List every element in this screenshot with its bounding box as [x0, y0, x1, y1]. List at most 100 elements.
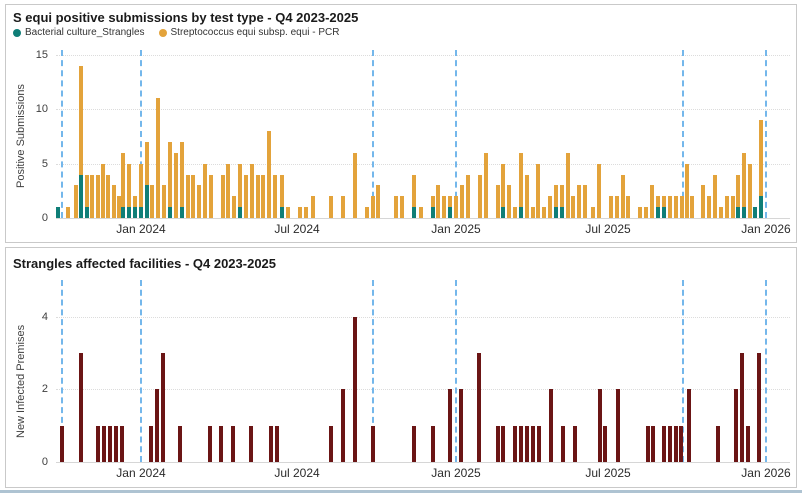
submission-bar[interactable] [267, 131, 271, 218]
premises-bar[interactable] [231, 425, 235, 462]
submission-bar[interactable] [701, 185, 705, 218]
premises-bar[interactable] [687, 389, 691, 462]
submission-bar[interactable] [656, 196, 660, 218]
submission-bar[interactable] [685, 163, 689, 218]
submission-bar[interactable] [554, 185, 558, 218]
submission-bar[interactable] [650, 185, 654, 218]
premises-bar[interactable] [573, 425, 577, 462]
submission-bar[interactable] [139, 163, 143, 218]
premises-bar[interactable] [249, 425, 253, 462]
submission-bar[interactable] [560, 185, 564, 218]
submission-bar[interactable] [571, 196, 575, 218]
premises-bar[interactable] [740, 353, 744, 462]
submission-bar[interactable] [725, 196, 729, 218]
submission-bar[interactable] [577, 185, 581, 218]
submission-bar[interactable] [419, 207, 423, 218]
submission-bar[interactable] [162, 185, 166, 218]
submission-bar[interactable] [626, 196, 630, 218]
premises-bar[interactable] [161, 353, 165, 462]
premises-bar[interactable] [646, 425, 650, 462]
premises-bar[interactable] [519, 425, 523, 462]
submission-bar[interactable] [674, 196, 678, 218]
submission-bar[interactable] [280, 174, 284, 218]
submission-bar[interactable] [232, 196, 236, 218]
submission-bar[interactable] [668, 196, 672, 218]
submission-bar[interactable] [261, 174, 265, 218]
submission-bar[interactable] [507, 185, 511, 218]
submission-bar[interactable] [597, 163, 601, 218]
premises-bar[interactable] [79, 353, 83, 462]
submission-bar[interactable] [736, 174, 740, 218]
submission-bar[interactable] [226, 163, 230, 218]
premises-bar[interactable] [757, 353, 761, 462]
submission-bar[interactable] [106, 174, 110, 218]
submission-bar[interactable] [466, 174, 470, 218]
submission-bar[interactable] [209, 174, 213, 218]
submission-bar[interactable] [690, 196, 694, 218]
submission-bar[interactable] [719, 207, 723, 218]
submission-bar[interactable] [371, 196, 375, 218]
premises-bar[interactable] [155, 389, 159, 462]
submission-bar[interactable] [186, 174, 190, 218]
submission-bar[interactable] [742, 152, 746, 218]
submission-bar[interactable] [365, 207, 369, 218]
premises-bar[interactable] [120, 425, 124, 462]
submission-bar[interactable] [448, 196, 452, 218]
premises-bar[interactable] [102, 425, 106, 462]
legend-item-pcr[interactable]: Streptococcus equi subsp. equi - PCR [158, 27, 340, 38]
premises-bar[interactable] [448, 389, 452, 462]
submission-bar[interactable] [66, 207, 70, 218]
premises-bar[interactable] [275, 425, 279, 462]
premises-bar[interactable] [679, 425, 683, 462]
submission-bar[interactable] [353, 152, 357, 218]
premises-bar[interactable] [537, 425, 541, 462]
submission-bar[interactable] [759, 120, 763, 218]
submission-bar[interactable] [203, 163, 207, 218]
submission-bar[interactable] [680, 196, 684, 218]
premises-bar[interactable] [525, 425, 529, 462]
submission-bar[interactable] [244, 174, 248, 218]
premises-bar[interactable] [219, 425, 223, 462]
premises-bar[interactable] [329, 425, 333, 462]
submission-bar[interactable] [238, 163, 242, 218]
premises-bar[interactable] [561, 425, 565, 462]
submission-bar[interactable] [412, 174, 416, 218]
submission-bar[interactable] [329, 196, 333, 218]
submission-bar[interactable] [341, 196, 345, 218]
submission-bar[interactable] [85, 174, 89, 218]
submission-bar[interactable] [311, 196, 315, 218]
submission-bar[interactable] [542, 207, 546, 218]
submission-bar[interactable] [112, 185, 116, 218]
premises-bar[interactable] [746, 425, 750, 462]
submission-bar[interactable] [436, 185, 440, 218]
submission-bar[interactable] [496, 185, 500, 218]
submission-bar[interactable] [753, 207, 757, 218]
submission-bar[interactable] [286, 207, 290, 218]
premises-bar[interactable] [269, 425, 273, 462]
premises-bar[interactable] [208, 425, 212, 462]
submission-bar[interactable] [501, 163, 505, 218]
submission-bar[interactable] [644, 207, 648, 218]
submission-bar[interactable] [174, 152, 178, 218]
premises-bar[interactable] [60, 425, 64, 462]
premises-bar[interactable] [501, 425, 505, 462]
submission-bar[interactable] [180, 141, 184, 218]
submission-bar[interactable] [121, 152, 125, 218]
premises-bar[interactable] [477, 353, 481, 462]
premises-bar[interactable] [108, 425, 112, 462]
premises-bar[interactable] [668, 425, 672, 462]
submission-bar[interactable] [150, 185, 154, 218]
submission-bar[interactable] [376, 185, 380, 218]
submission-bar[interactable] [156, 98, 160, 218]
submission-bar[interactable] [197, 185, 201, 218]
submission-bar[interactable] [117, 196, 121, 218]
submission-bar[interactable] [621, 174, 625, 218]
submission-bar[interactable] [662, 196, 666, 218]
premises-bar[interactable] [459, 389, 463, 462]
submission-bar[interactable] [731, 196, 735, 218]
premises-bar[interactable] [716, 425, 720, 462]
premises-bar[interactable] [412, 425, 416, 462]
premises-bar[interactable] [496, 425, 500, 462]
submission-bar[interactable] [525, 174, 529, 218]
submission-bar[interactable] [221, 174, 225, 218]
